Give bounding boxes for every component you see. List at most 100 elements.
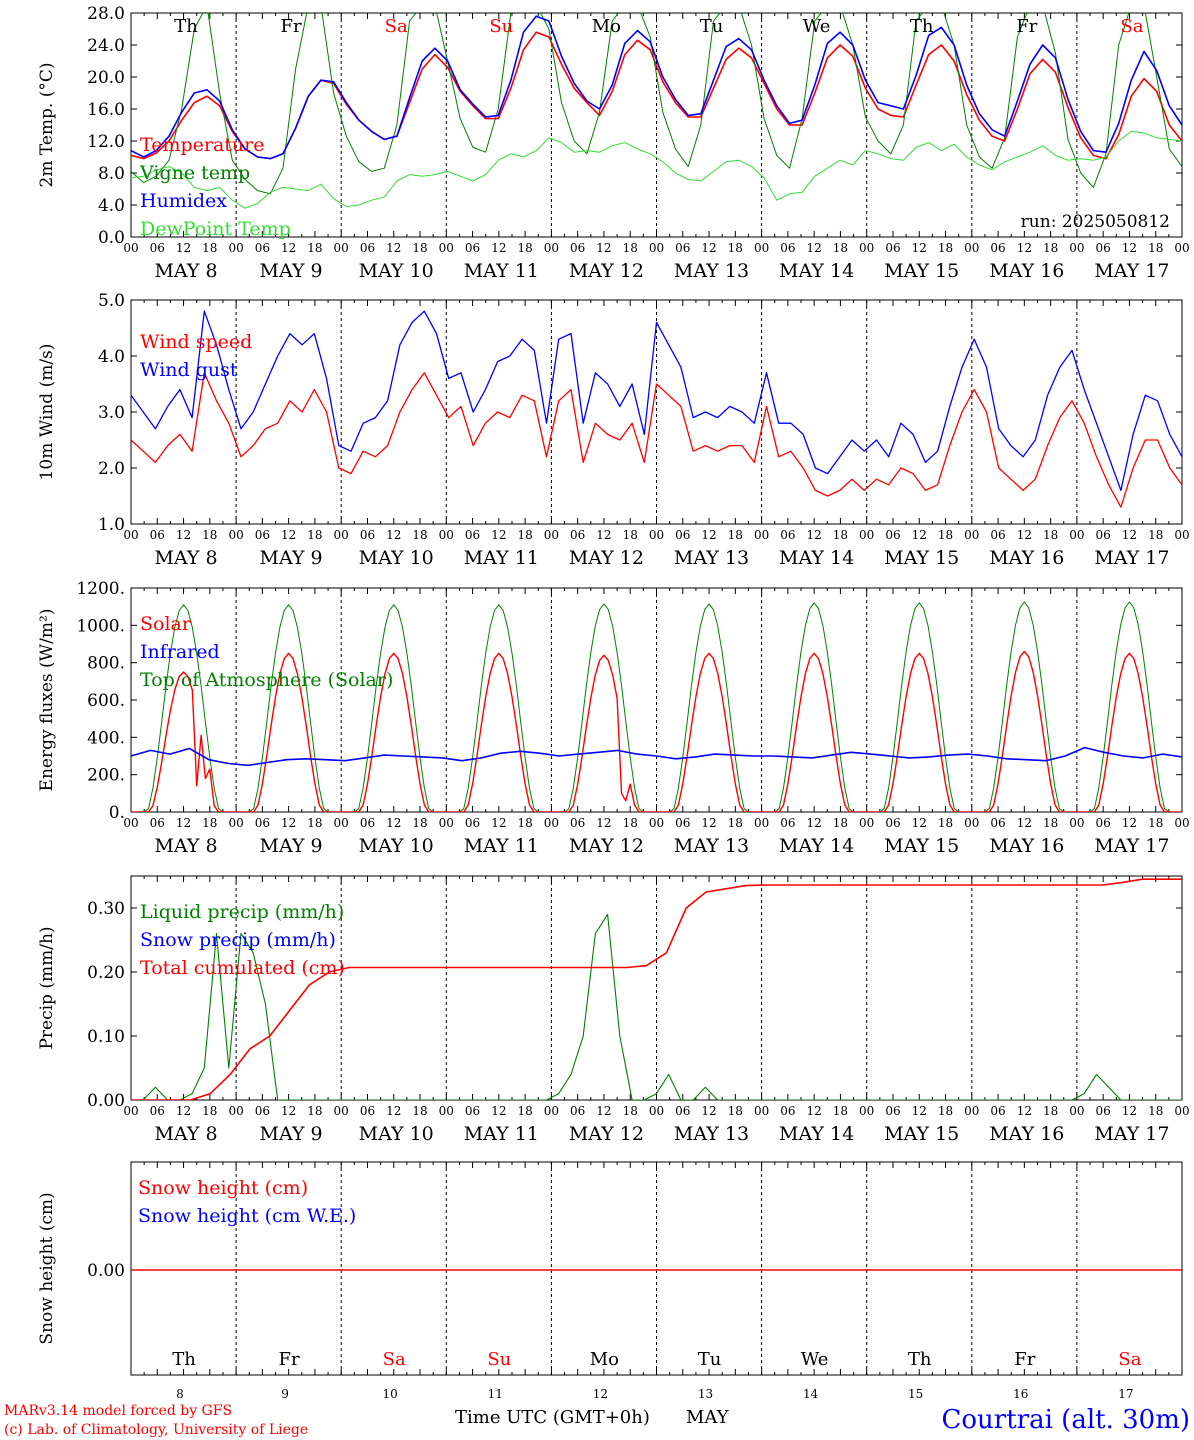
series-line-infrared [131,746,1182,767]
x-tick-label: 12 [807,816,822,830]
x-tick-label: 06 [675,528,690,542]
x-tick-label: 00 [1174,1104,1189,1118]
x-tick-label: 18 [623,528,638,542]
x-tick-label: 00 [754,528,769,542]
x-tick-label: 12 [701,241,716,255]
date-label: MAY 17 [1094,547,1169,569]
x-tick-label: 18 [202,241,217,255]
legend-entry: Humidex [140,190,227,212]
date-label: MAY 10 [359,1123,434,1145]
x-tick-label: 00 [334,816,349,830]
x-tick-label: 00 [228,1104,243,1118]
date-label: MAY 11 [464,547,539,569]
x-tick-label: 00 [649,241,664,255]
radiation-panel: 00 06 12 18 00 06 12 18 00 06 12 18 00 06 12 18 00 06 12 18… [37,579,1190,857]
y-tick-label: 4.0 [98,347,125,367]
x-tick-label: 00 [859,241,874,255]
x-tick-label: 06 [465,816,480,830]
x-tick-label: 18 [1043,528,1058,542]
x-tick-label: 06 [465,528,480,542]
x-tick-label: 18 [833,241,848,255]
date-label: MAY 12 [569,260,644,282]
weekday-label: Th [910,16,934,37]
x-tick-label: 06 [150,1104,165,1118]
x-tick-label: 00 [964,1104,979,1118]
day-number-label: 13 [698,1387,713,1401]
date-label: MAY 10 [359,547,434,569]
x-tick-label: 12 [1122,528,1137,542]
legend-entry: Liquid precip (mm/h) [140,901,344,923]
day-number-label: 16 [1013,1387,1028,1401]
day-number-label: 14 [803,1387,819,1401]
plot-area [131,310,1182,508]
y-tick-label: 0. [109,803,125,823]
x-tick-label: 00 [123,241,138,255]
x-tick-label: 06 [885,528,900,542]
date-label: MAY 8 [154,547,217,569]
x-tick-label: 12 [176,528,191,542]
x-tick-label: 00 [544,1104,559,1118]
x-tick-label: 12 [491,241,506,255]
x-tick-label: 06 [360,528,375,542]
x-tick-label: 18 [1043,816,1058,830]
y-tick-label: 24.0 [87,36,125,56]
legend-entry: Top of Atmosphere (Solar) [140,669,393,691]
x-tick-label: 12 [491,816,506,830]
date-label: MAY 9 [260,547,323,569]
y-axis-label: 10m Wind (m/s) [37,344,57,481]
y-tick-label: 0.10 [87,1027,125,1047]
date-label: MAY 11 [464,1123,539,1145]
x-tick-label: 00 [964,528,979,542]
y-axis-label: 2m Temp. (°C) [37,62,57,187]
y-tick-label: 0.20 [87,963,125,983]
weekday-label: We [801,1349,829,1370]
series-line-wind-gust [131,310,1182,492]
x-tick-label: 18 [938,241,953,255]
footer-copyright-line: (c) Lab. of Climatology, University of L… [4,1422,308,1438]
x-tick-label: 06 [990,241,1005,255]
x-tick-label: 18 [307,528,322,542]
date-label: MAY 12 [569,547,644,569]
time-axis-label: Time UTC (GMT+0h) [455,1407,650,1428]
date-label: MAY 16 [989,835,1064,857]
date-label: MAY 13 [674,835,749,857]
x-tick-label: 00 [1174,241,1189,255]
x-tick-label: 18 [307,241,322,255]
x-tick-label: 12 [281,1104,296,1118]
series-line-dewpoint-temp [131,130,1182,209]
x-tick-label: 18 [833,528,848,542]
x-tick-label: 06 [1096,241,1111,255]
x-tick-label: 00 [1174,816,1189,830]
date-label: MAY 11 [464,260,539,282]
weekday-label: Th [172,1349,196,1370]
legend-entry: Infrared [140,641,220,663]
x-tick-label: 00 [334,241,349,255]
date-label: MAY 10 [359,260,434,282]
x-tick-label: 18 [728,1104,743,1118]
x-tick-label: 06 [255,241,270,255]
x-tick-label: 06 [255,1104,270,1118]
y-tick-label: 800. [87,654,125,674]
date-label: MAY 17 [1094,1123,1169,1145]
x-tick-label: 18 [1148,1104,1163,1118]
x-tick-label: 18 [1043,241,1058,255]
date-label: MAY 13 [674,547,749,569]
series-line-total-cumulated [131,878,1182,1100]
x-tick-label: 00 [1069,816,1084,830]
legend-entry: DewPoint Temp [140,218,291,240]
x-tick-label: 06 [255,816,270,830]
day-number-label: 15 [908,1387,923,1401]
x-tick-label: 00 [228,528,243,542]
panel-frame [130,299,1183,525]
x-tick-label: 06 [570,1104,585,1118]
date-label: MAY 14 [779,260,854,282]
y-tick-label: 600. [87,691,125,711]
x-tick-label: 12 [386,816,401,830]
series-line-liquid-precip [131,913,1182,1100]
x-tick-label: 18 [728,528,743,542]
x-tick-label: 12 [701,528,716,542]
weekday-label: Mo [590,1349,619,1370]
x-tick-label: 18 [833,816,848,830]
x-tick-label: 00 [334,1104,349,1118]
x-tick-label: 06 [465,1104,480,1118]
